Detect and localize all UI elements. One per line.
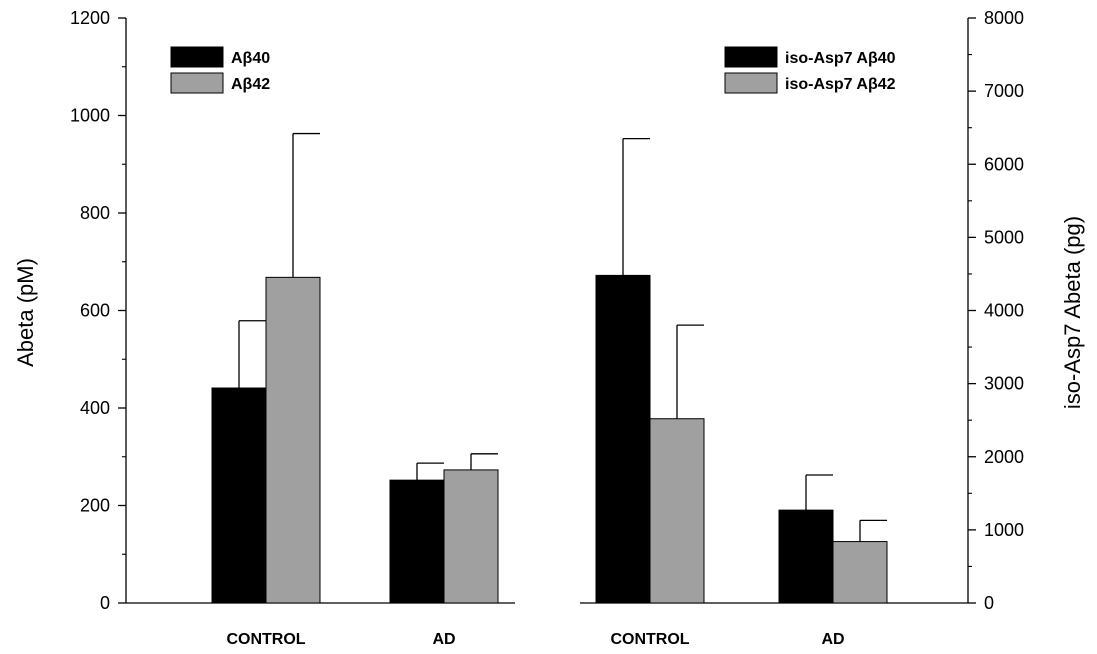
bar (265, 276, 321, 604)
chart-labels: 0 200 400 600 800 1000 1200 Abeta (pM) 0 1000 2000… (13, 8, 1085, 648)
legend-swatch (724, 46, 778, 68)
left-y-tick-label: 600 (80, 301, 110, 321)
right-y-tick-label: 0 (984, 593, 994, 613)
bar (211, 387, 267, 604)
right-y-tick-label: 5000 (984, 227, 1024, 247)
category-label: AD (821, 631, 844, 648)
legend-label: iso-Asp7 Aβ40 (785, 50, 896, 67)
legend-label: iso-Asp7 Aβ42 (785, 76, 896, 93)
left-y-tick-label: 800 (80, 203, 110, 223)
category-label: AD (432, 631, 455, 648)
right-y-tick-label: 7000 (984, 81, 1024, 101)
left-y-tick-label: 1200 (70, 8, 110, 28)
right-y-tick-label: 8000 (984, 8, 1024, 28)
left-y-tick-label: 1000 (70, 106, 110, 126)
legend-label: Aβ42 (231, 76, 270, 93)
right-y-tick-label: 3000 (984, 374, 1024, 394)
bar (832, 541, 888, 604)
legend-label: Aβ40 (231, 50, 270, 67)
right-y-tick-label: 4000 (984, 301, 1024, 321)
right-y-axis-title: iso-Asp7 Abeta (pg) (1060, 216, 1085, 409)
bar (443, 469, 499, 604)
legend-swatch (170, 72, 224, 94)
left-y-tick-label: 0 (100, 593, 110, 613)
chart-marks (211, 132, 888, 604)
left-y-tick-label: 200 (80, 496, 110, 516)
legend-swatch (724, 72, 778, 94)
category-label: CONTROL (226, 631, 305, 648)
left-y-tick-label: 400 (80, 398, 110, 418)
bar (595, 274, 651, 604)
category-label: CONTROL (610, 631, 689, 648)
chart-legends: Aβ40 Aβ42 iso-Asp7 Aβ40 iso-Asp7 Aβ42 (170, 46, 896, 94)
bar (649, 418, 705, 604)
right-y-tick-label: 2000 (984, 447, 1024, 467)
right-y-tick-label: 6000 (984, 154, 1024, 174)
bar (389, 479, 445, 604)
legend-swatch (170, 46, 224, 68)
left-y-axis-title: Abeta (pM) (13, 258, 38, 367)
bar (778, 509, 834, 604)
right-y-tick-label: 1000 (984, 520, 1024, 540)
